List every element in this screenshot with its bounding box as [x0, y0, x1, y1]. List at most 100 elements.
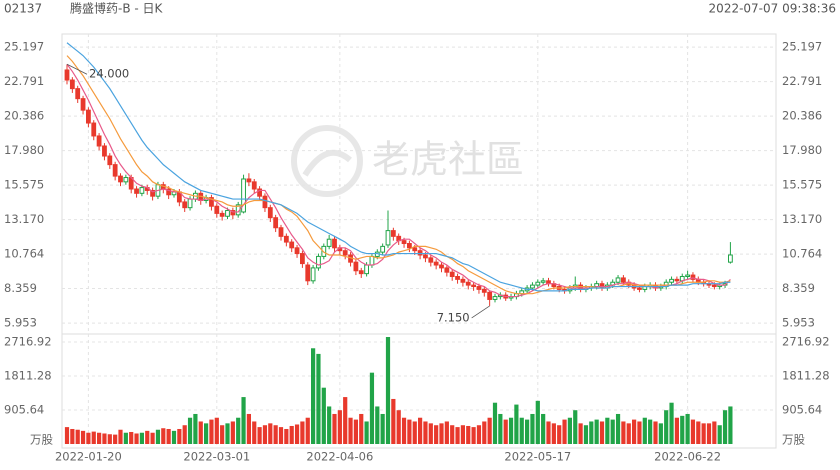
- volume-bar: [423, 421, 428, 444]
- candle-body: [407, 243, 412, 249]
- volume-bar: [220, 425, 225, 444]
- candle: [674, 276, 680, 284]
- volume-bar: [391, 398, 396, 444]
- candle-body: [139, 187, 145, 194]
- volume-bar: [80, 430, 86, 444]
- volume-bar: [610, 419, 615, 444]
- volume-bar: [664, 410, 669, 444]
- candle: [150, 187, 155, 201]
- candle-body: [86, 109, 91, 124]
- volume-bar: [439, 423, 444, 444]
- candle: [481, 286, 487, 297]
- candle: [390, 227, 396, 241]
- candle-body: [637, 287, 642, 290]
- y-tick-label-right: 22.791: [782, 74, 822, 88]
- candle: [102, 143, 107, 161]
- annotation-leader: [66, 63, 88, 75]
- candle: [166, 186, 172, 200]
- volume-bar: [455, 427, 460, 444]
- volume-bar: [204, 423, 209, 444]
- volume-bar: [369, 372, 375, 444]
- volume-bar: [589, 421, 594, 444]
- x-tick-label: 2022-03-01: [183, 450, 250, 464]
- volume-bar: [385, 337, 391, 444]
- annotation-label: 7.150: [437, 310, 470, 324]
- volume-bar: [139, 432, 144, 444]
- candle: [326, 234, 332, 250]
- y-tick-label-right: 25.197: [782, 40, 822, 54]
- volume-bar: [155, 429, 161, 444]
- candle: [112, 161, 118, 181]
- candle-body: [615, 277, 621, 283]
- candle-body: [214, 205, 220, 214]
- volume-bar: [262, 425, 268, 444]
- candle-body: [674, 278, 680, 282]
- candle: [599, 280, 605, 291]
- volume-bar: [658, 423, 663, 444]
- candle-body: [246, 178, 252, 183]
- volume-bar: [193, 413, 198, 444]
- volume-bar: [246, 413, 251, 444]
- volume-bar: [615, 413, 621, 444]
- candle-body: [530, 284, 535, 289]
- volume-bar: [86, 432, 91, 444]
- candle-body: [540, 280, 546, 283]
- volume-bar: [632, 419, 637, 444]
- y-tick-label-left: 8.359: [4, 281, 37, 295]
- volume-tick-label-left: 905.64: [4, 403, 44, 417]
- candle-body: [685, 274, 691, 277]
- candle-body: [75, 88, 81, 100]
- candle: [300, 250, 305, 268]
- candle: [514, 290, 519, 300]
- candle: [283, 233, 289, 247]
- candle: [80, 95, 86, 115]
- candle-body: [262, 195, 268, 209]
- candle: [663, 279, 669, 290]
- candle: [380, 243, 386, 255]
- candle: [455, 273, 460, 284]
- volume-bar: [70, 428, 75, 444]
- watermark-logo: [291, 125, 363, 197]
- candle-body: [711, 284, 717, 288]
- candle-body: [465, 281, 471, 286]
- volume-bar: [546, 421, 551, 444]
- y-tick-label-right: 13.170: [782, 212, 822, 226]
- x-tick-label: 2022-06-22: [654, 450, 721, 464]
- volume-bar: [380, 413, 385, 444]
- volume-tick-label-right: 1811.28: [782, 369, 830, 383]
- candle-body: [316, 255, 321, 269]
- candle-body: [385, 230, 391, 246]
- volume-bar: [300, 421, 305, 444]
- volume-bar: [653, 421, 658, 444]
- volume-bar: [669, 402, 674, 444]
- volume-bar: [166, 428, 171, 444]
- volume-bar: [321, 387, 326, 444]
- candle-body: [353, 261, 359, 272]
- volume-bar: [444, 421, 449, 444]
- volume-unit-right: 万股: [782, 433, 805, 447]
- volume-bar: [498, 413, 503, 444]
- candle: [337, 244, 343, 255]
- volume-bar: [118, 429, 123, 444]
- volume-bar: [348, 417, 353, 444]
- candle: [241, 174, 246, 214]
- volume-bar: [434, 425, 439, 444]
- candle: [198, 190, 204, 205]
- watermark-text: 老虎社區: [372, 138, 524, 182]
- candle: [669, 276, 674, 286]
- y-tick-label-left: 25.197: [4, 40, 44, 54]
- candle-body: [150, 189, 155, 197]
- candle-body: [433, 261, 439, 266]
- volume-bar: [476, 425, 482, 444]
- candle: [144, 184, 150, 195]
- candle: [230, 207, 236, 220]
- volume-bar: [129, 431, 134, 444]
- candle-body: [390, 230, 396, 237]
- candle-body: [166, 188, 172, 196]
- volume-bar: [514, 404, 519, 444]
- volume-bar: [209, 419, 214, 444]
- candle: [460, 276, 466, 287]
- candle-body: [690, 274, 696, 280]
- volume-bar: [519, 417, 524, 444]
